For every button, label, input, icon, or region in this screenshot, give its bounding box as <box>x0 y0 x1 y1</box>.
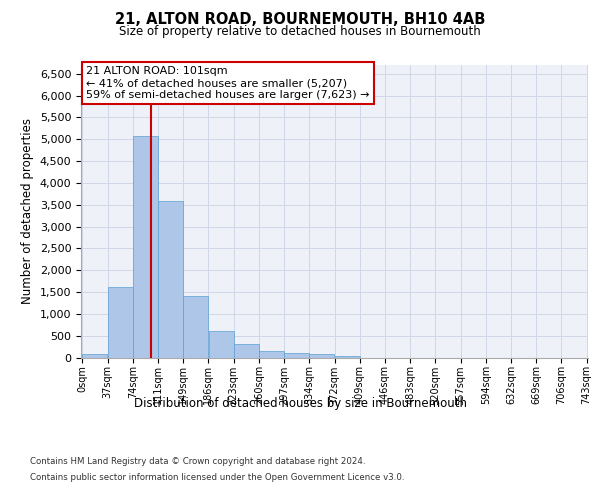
Bar <box>310 354 334 358</box>
Text: 21, ALTON ROAD, BOURNEMOUTH, BH10 4AB: 21, ALTON ROAD, BOURNEMOUTH, BH10 4AB <box>115 12 485 28</box>
Text: Size of property relative to detached houses in Bournemouth: Size of property relative to detached ho… <box>119 25 481 38</box>
Bar <box>234 344 259 358</box>
Bar <box>284 353 309 358</box>
Bar <box>82 354 107 358</box>
Bar <box>158 202 183 358</box>
Bar <box>209 332 233 357</box>
Bar <box>108 286 133 358</box>
Bar <box>335 356 359 358</box>
Bar <box>184 296 208 358</box>
Text: Contains HM Land Registry data © Crown copyright and database right 2024.: Contains HM Land Registry data © Crown c… <box>30 458 365 466</box>
Bar <box>259 351 284 358</box>
Text: Contains public sector information licensed under the Open Government Licence v3: Contains public sector information licen… <box>30 472 404 482</box>
Y-axis label: Number of detached properties: Number of detached properties <box>21 118 34 304</box>
Text: Distribution of detached houses by size in Bournemouth: Distribution of detached houses by size … <box>133 398 467 410</box>
Bar <box>133 136 158 358</box>
Text: 21 ALTON ROAD: 101sqm
← 41% of detached houses are smaller (5,207)
59% of semi-d: 21 ALTON ROAD: 101sqm ← 41% of detached … <box>86 66 370 100</box>
